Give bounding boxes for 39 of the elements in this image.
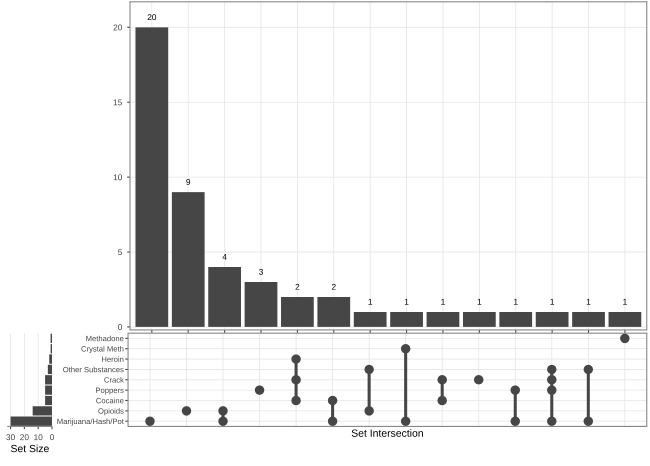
bar: [135, 27, 168, 327]
y-tick-label: 10: [114, 174, 122, 180]
data-label: 9: [186, 179, 190, 185]
bar: [390, 312, 423, 327]
data-label: 1: [404, 298, 408, 305]
data-label: 1: [478, 298, 482, 305]
y-tick-label: 20: [114, 24, 122, 30]
bar: [208, 267, 241, 327]
data-label: 1: [586, 298, 590, 305]
bar: [426, 312, 460, 327]
bar: [499, 312, 532, 327]
bar: [281, 296, 314, 327]
data-label: 3: [259, 268, 263, 275]
x-tick-label: 30: [6, 434, 15, 440]
bar: [244, 282, 278, 327]
x-tick-label: 0: [50, 434, 54, 440]
data-label: 4: [222, 254, 227, 260]
x-tick-label: 10: [34, 434, 42, 440]
data-label: 1: [368, 298, 372, 305]
data-label: 1: [550, 298, 554, 305]
y-tick-label: 0: [118, 324, 122, 330]
data-label: 2: [332, 284, 336, 290]
bar: [572, 312, 605, 327]
data-label: 1: [623, 298, 627, 305]
bar: [608, 312, 642, 327]
y-tick-label: 15: [114, 100, 122, 106]
y-tick-label: 5: [118, 249, 122, 256]
data-label: 1: [514, 298, 518, 305]
x-axis-title: Set Intersection: [352, 429, 423, 437]
bar: [172, 192, 205, 327]
bar: [536, 312, 569, 327]
x-axis-title: Set Size: [10, 444, 49, 452]
bar: [317, 296, 350, 327]
data-label: 1: [441, 298, 445, 305]
data-label: 2: [296, 284, 300, 290]
bar: [354, 312, 387, 327]
x-tick-label: 20: [20, 434, 29, 440]
bar: [462, 312, 496, 327]
data-label: 20: [148, 14, 156, 20]
